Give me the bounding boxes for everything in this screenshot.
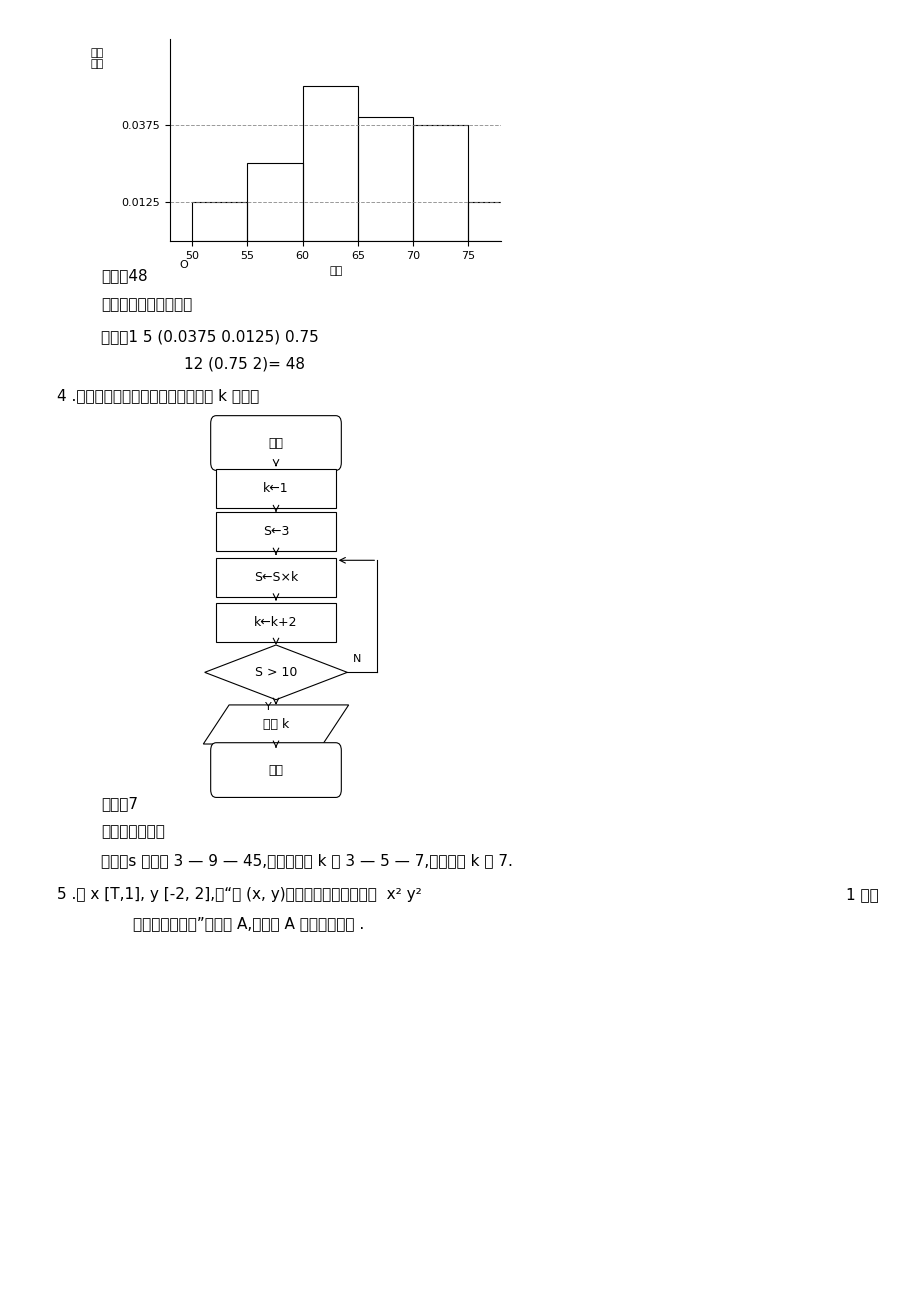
Polygon shape <box>204 645 347 700</box>
Bar <box>216 469 335 508</box>
Text: S←S×k: S←S×k <box>254 571 298 584</box>
Bar <box>247 163 302 241</box>
Text: k←1: k←1 <box>263 482 289 495</box>
Text: 1 所表: 1 所表 <box>845 887 878 902</box>
Text: 考点：算法初步: 考点：算法初步 <box>101 825 165 839</box>
Y-axis label: 频率
组距: 频率 组距 <box>91 48 104 69</box>
Text: S←3: S←3 <box>263 525 289 538</box>
Text: 答案：48: 答案：48 <box>101 268 148 283</box>
Bar <box>468 202 523 241</box>
Text: 解析：s 取值由 3 — 9 — 45,与之对应的 k 为 3 — 5 — 7,所以输出 k 是 7.: 解析：s 取值由 3 — 9 — 45,与之对应的 k 为 3 — 5 — 7,… <box>101 853 513 868</box>
FancyBboxPatch shape <box>210 416 341 470</box>
Text: 12 (0.75 2)= 48: 12 (0.75 2)= 48 <box>184 357 305 371</box>
Text: O: O <box>179 259 187 270</box>
Text: 开始: 开始 <box>268 437 283 450</box>
Text: 示的平面区域内”为事件 A,则事件 A 发生的概率为 .: 示的平面区域内”为事件 A,则事件 A 发生的概率为 . <box>133 916 364 930</box>
Text: 5 .设 x [T,1], y [-2, 2],记“以 (x, y)为坐标的点落在不等式  x² y²: 5 .设 x [T,1], y [-2, 2],记“以 (x, y)为坐标的点落… <box>57 887 421 902</box>
Text: S > 10: S > 10 <box>255 666 297 679</box>
Bar <box>357 117 413 241</box>
Bar <box>413 125 468 241</box>
Text: 结束: 结束 <box>268 764 283 777</box>
FancyBboxPatch shape <box>210 743 341 797</box>
X-axis label: 体重: 体重 <box>329 266 342 276</box>
Bar <box>192 202 247 241</box>
Bar <box>216 603 335 642</box>
Text: k←k+2: k←k+2 <box>254 616 298 629</box>
Bar <box>216 558 335 597</box>
Text: 解析：1 5 (0.0375 0.0125) 0.75: 解析：1 5 (0.0375 0.0125) 0.75 <box>101 330 319 344</box>
Bar <box>216 512 335 551</box>
Text: 答案：7: 答案：7 <box>101 796 138 810</box>
Text: 考点：频率分布直方图: 考点：频率分布直方图 <box>101 297 192 311</box>
Text: Y: Y <box>265 702 271 713</box>
Text: 输出 k: 输出 k <box>263 718 289 731</box>
Text: N: N <box>353 654 361 665</box>
Text: 4 .执行如图所示的程序框图，输出的 k 的值为: 4 .执行如图所示的程序框图，输出的 k 的值为 <box>57 388 259 403</box>
Bar <box>302 86 357 241</box>
Polygon shape <box>203 705 348 744</box>
